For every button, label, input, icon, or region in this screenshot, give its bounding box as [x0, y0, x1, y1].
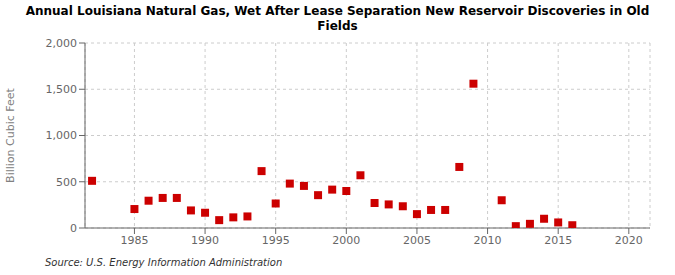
- svg-text:1985: 1985: [120, 234, 148, 247]
- svg-text:2015: 2015: [544, 234, 572, 247]
- svg-text:0: 0: [70, 222, 77, 235]
- svg-text:500: 500: [56, 176, 77, 189]
- svg-text:2000: 2000: [332, 234, 360, 247]
- svg-text:2,000: 2,000: [46, 38, 78, 50]
- svg-text:1995: 1995: [262, 234, 290, 247]
- svg-text:1,500: 1,500: [46, 83, 78, 96]
- html-text:Source: U.S. Energy Informatio: Source: U.S. Energy Information Administ…: [45, 257, 283, 268]
- svg-text:1990: 1990: [191, 234, 219, 247]
- svg-text:2010: 2010: [474, 234, 502, 247]
- svg-text:2020: 2020: [615, 234, 643, 247]
- svg-text:1,000: 1,000: [46, 129, 78, 142]
- html-text:Annual Louisiana Natural Gas,: Annual Louisiana Natural Gas, Wet After …: [25, 4, 650, 33]
- svg-text:Billion Cubic Feet: Billion Cubic Feet: [8, 87, 17, 182]
- svg-text:2005: 2005: [403, 234, 431, 247]
